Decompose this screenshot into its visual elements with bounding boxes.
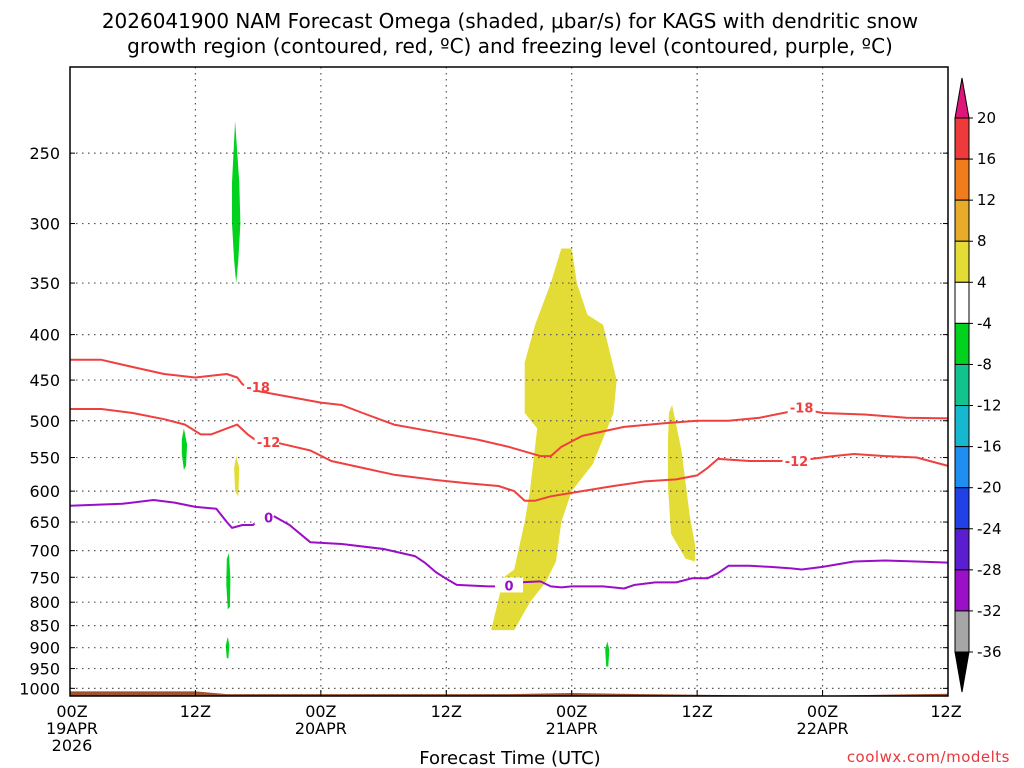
omega-shaded-region-6 [226,553,231,610]
colorbar-box-12 [954,610,970,653]
y-tick-label-550: 550 [29,449,60,468]
colorbar-box-6 [954,363,970,407]
x-tick-label-48-2: 21APR [546,719,598,738]
contour-line-2 [70,408,259,443]
y-tick-label-1000: 1000 [19,679,60,698]
colorbar-box-2 [954,199,970,242]
colorbar-label-12: -32 [977,602,1002,620]
x-tick-label-0-2: 19APR [46,719,98,738]
colorbar-label-13: -36 [977,643,1002,661]
colorbar-box-10 [954,528,970,571]
y-tick-label-750: 750 [29,568,60,587]
contour-label-5: 0 [504,579,513,594]
x-tick-label-72-1: 00Z [807,702,838,721]
colorbar-box-7 [954,405,970,448]
colorbar-box-4 [954,281,970,324]
colorbar-label-2: 12 [977,191,996,209]
contour-line-5 [273,515,949,590]
omega-shaded-region-5 [181,428,188,470]
contour-label-4: 0 [264,511,273,526]
colorbar-box-3 [954,240,970,283]
contour-label-bg-1 [787,399,816,415]
colorbar-label-6: -8 [977,355,992,373]
y-tick-label-600: 600 [29,482,60,501]
contour-label-2: -12 [257,436,281,451]
colorbar-box-8 [954,446,970,489]
y-tick-label-950: 950 [29,660,60,679]
colorbar-box-11 [954,569,970,612]
contour-label-bg-4 [254,509,283,525]
omega-shaded-region-1 [540,413,562,454]
contour-label-bg-2 [254,433,283,449]
contour-label-bg-0 [244,378,273,394]
y-tick-label-300: 300 [29,215,60,234]
contour-label-3: -12 [785,455,809,470]
x-tick-label-48-1: 00Z [556,702,587,721]
x-tick-label-84-1: 12Z [930,702,961,721]
omega-shaded-region-8 [605,641,610,667]
colorbar-label-4: 4 [977,273,987,291]
y-tick-label-800: 800 [29,593,60,612]
y-tick-label-650: 650 [29,513,60,532]
omega-shaded-region-4 [232,121,241,284]
x-axis-label: Forecast Time (UTC) [419,748,600,768]
omega-shaded-region-2 [667,405,696,562]
x-tick-label-0-3: 2026 [52,736,93,755]
omega-shaded-region-3 [234,456,240,497]
colorbar-label-5: -4 [977,314,992,332]
y-tick-label-350: 350 [29,274,60,293]
contour-label-bg-3 [782,453,811,469]
colorbar-label-7: -12 [977,397,1002,415]
terrain-layer [70,691,948,696]
colorbar-label-11: -28 [977,561,1002,579]
contour-label-1: -18 [790,401,814,416]
y-tick-label-500: 500 [29,412,60,431]
colorbar-label-8: -16 [977,438,1002,456]
colorbar-label-3: 8 [977,232,987,250]
y-tick-label-450: 450 [29,371,60,390]
colorbar-bottom-arrow [954,651,970,693]
credit-text: coolwx.com/modelts [847,748,1010,766]
x-tick-label-24-2: 20APR [295,719,347,738]
x-tick-label-0-1: 00Z [56,702,87,721]
colorbar-box-9 [954,487,970,530]
y-tick-label-700: 700 [29,542,60,561]
contour-line-0 [70,358,249,387]
colorbar-top-arrow [954,77,970,119]
chart-title-line1: 2026041900 NAM Forecast Omega (shaded, μ… [102,9,918,33]
contour-label-bg-5 [495,577,523,593]
colorbar-label-10: -24 [977,520,1002,538]
y-axis: 250 300 350 400 450 500 550 600 650 700 750 800 850 9… [19,144,948,698]
contour-line-3 [278,442,949,502]
y-tick-label-900: 900 [29,639,60,658]
colorbar-label-0: 20 [977,109,996,127]
y-tick-label-850: 850 [29,617,60,636]
y-tick-label-250: 250 [29,144,60,163]
chart-title-line2: growth region (contoured, red, ºC) and f… [127,34,893,58]
grid-layer [70,67,948,696]
x-tick-label-36-1: 12Z [431,702,462,721]
y-tick-label-400: 400 [29,326,60,345]
omega-shaded-region-7 [225,636,230,659]
colorbar-label-1: 16 [977,150,996,168]
terrain-fill [70,691,948,696]
x-tick-label-12-1: 12Z [180,702,211,721]
colorbar-label-9: -20 [977,479,1002,497]
x-tick-label-72-2: 22APR [797,719,849,738]
colorbar: 20 16 12 8 4 -4 -8 -12 -16 -20 -24 -28 -32 -36 [954,77,1002,693]
contour-line-4 [69,499,265,529]
colorbar-box-5 [954,322,970,365]
x-tick-label-24-1: 00Z [305,702,336,721]
colorbar-box-0 [954,117,970,160]
plot-frame [69,66,949,697]
x-tick-label-60-1: 12Z [681,702,712,721]
colorbar-box-1 [954,158,970,201]
